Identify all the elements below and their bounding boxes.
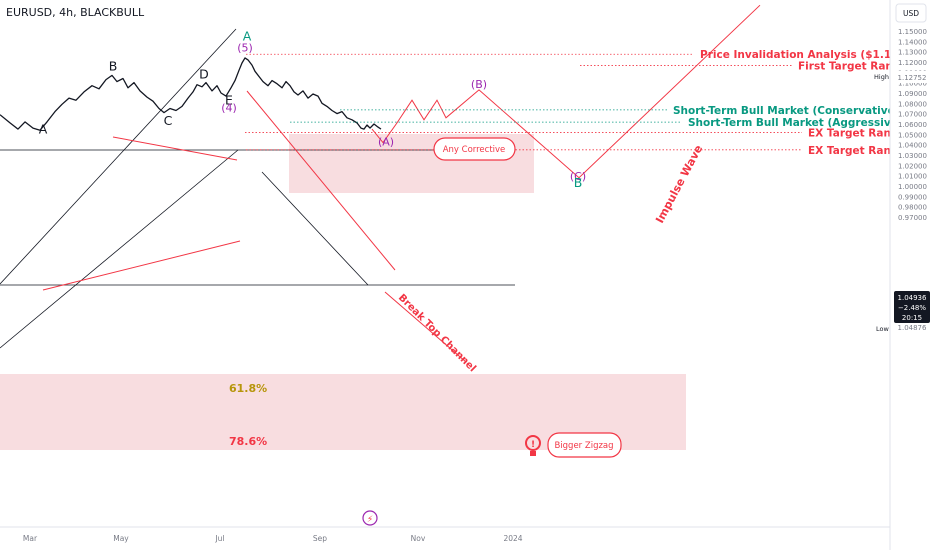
triangle-top-line <box>112 136 238 161</box>
y-tick-label: 0.97000 <box>898 214 927 222</box>
wave-label: B <box>574 175 583 190</box>
high-value: 1.12752 <box>898 74 927 82</box>
channel-lower-line <box>0 149 239 349</box>
high-value-bg <box>894 71 930 83</box>
wave-label: (B) <box>471 78 487 91</box>
bigger-zigzag-box <box>547 432 622 458</box>
price-axis-bg <box>890 0 932 550</box>
y-tick-label: 1.02000 <box>898 162 927 170</box>
y-tick-label: 1.05000 <box>898 131 927 139</box>
level-label: Short-Term Bull Market (Aggressive Idea) <box>688 117 932 129</box>
y-tick-label: 1.09000 <box>898 90 927 98</box>
lightbulb-icon-mark: ! <box>531 440 535 450</box>
bigger-zigzag-label: Bigger Zigzag <box>554 441 613 451</box>
x-tick-label: Sep <box>313 534 327 543</box>
wave-label: C <box>164 113 173 128</box>
down-channel-top <box>246 90 396 271</box>
low-label: Low <box>876 325 889 333</box>
y-tick-label: 1.15000 <box>898 28 927 36</box>
wave-label: D <box>199 67 209 82</box>
y-tick-label: 1.06000 <box>898 121 927 129</box>
level-label: Short-Term Bull Market (Conservative IDE… <box>673 105 931 117</box>
y-tick-label: 1.14000 <box>898 38 927 46</box>
channel-upper-line <box>0 28 237 285</box>
y-tick-label: 1.01000 <box>898 173 927 181</box>
price-series-line <box>0 57 382 131</box>
y-tick-label: 1.04000 <box>898 142 927 150</box>
current-price-tag <box>894 291 930 323</box>
logo-icon-glyph: ⚡ <box>367 515 373 525</box>
lightbulb-icon <box>525 435 541 451</box>
current-price: 1.04936 <box>898 294 927 302</box>
break-channel-line <box>384 291 467 363</box>
wave-label: (A) <box>378 136 394 149</box>
low-value: 1.04876 <box>898 324 927 332</box>
x-tick-label: 2024 <box>503 534 522 543</box>
y-tick-label: 1.07000 <box>898 111 927 119</box>
wave-label: (5) <box>237 42 253 55</box>
wave-label: A <box>39 121 48 136</box>
level-label: Price Invalidation Analysis ($1.12752) <box>700 49 925 61</box>
price-change: −2.48% <box>898 304 926 312</box>
level-label: EX Target Range <box>808 128 906 140</box>
x-tick-label: Mar <box>23 534 38 543</box>
fib-786-label: 78.6% <box>229 435 267 448</box>
y-tick-label: 1.03000 <box>898 152 927 160</box>
high-label: High <box>874 73 889 81</box>
y-tick-label: 0.98000 <box>898 204 927 212</box>
countdown: 20:15 <box>902 314 922 322</box>
impulse-wave-label: Impulse Wave <box>653 143 705 226</box>
wave-label: E <box>225 92 233 107</box>
level-label: First Target Range <box>798 61 908 73</box>
wave-label: B <box>109 58 118 73</box>
break-top-channel-label: Break Top Channel <box>396 292 478 374</box>
triangle-bottom-line <box>42 240 241 291</box>
x-tick-label: Nov <box>411 534 426 543</box>
logo-icon <box>362 510 378 526</box>
y-tick-label: 1.00000 <box>898 183 927 191</box>
y-tick-label: 1.10000 <box>898 80 927 88</box>
y-tick-label: 1.08000 <box>898 100 927 108</box>
currency-box <box>895 3 927 23</box>
any-corrective-label: Any Corrective <box>443 145 506 155</box>
level-label: EX Target Range <box>808 145 906 157</box>
y-tick-label: 1.12000 <box>898 59 927 67</box>
x-tick-label: Jul <box>214 534 224 543</box>
down-channel-bottom <box>261 171 369 286</box>
wave-label: (4) <box>221 102 237 115</box>
wave-label: A <box>243 28 252 43</box>
y-tick-label: 0.99000 <box>898 193 927 201</box>
x-tick-label: May <box>113 534 129 543</box>
symbol-title[interactable]: EURUSD, 4h, BLACKBULL <box>6 6 145 19</box>
y-tick-label: 1.13000 <box>898 49 927 57</box>
currency-label: USD <box>903 9 919 18</box>
wave-label: (C) <box>570 170 586 183</box>
any-corrective-box <box>433 137 516 161</box>
fib-618-label: 61.8% <box>229 382 267 395</box>
lightbulb-icon-base <box>530 451 536 456</box>
